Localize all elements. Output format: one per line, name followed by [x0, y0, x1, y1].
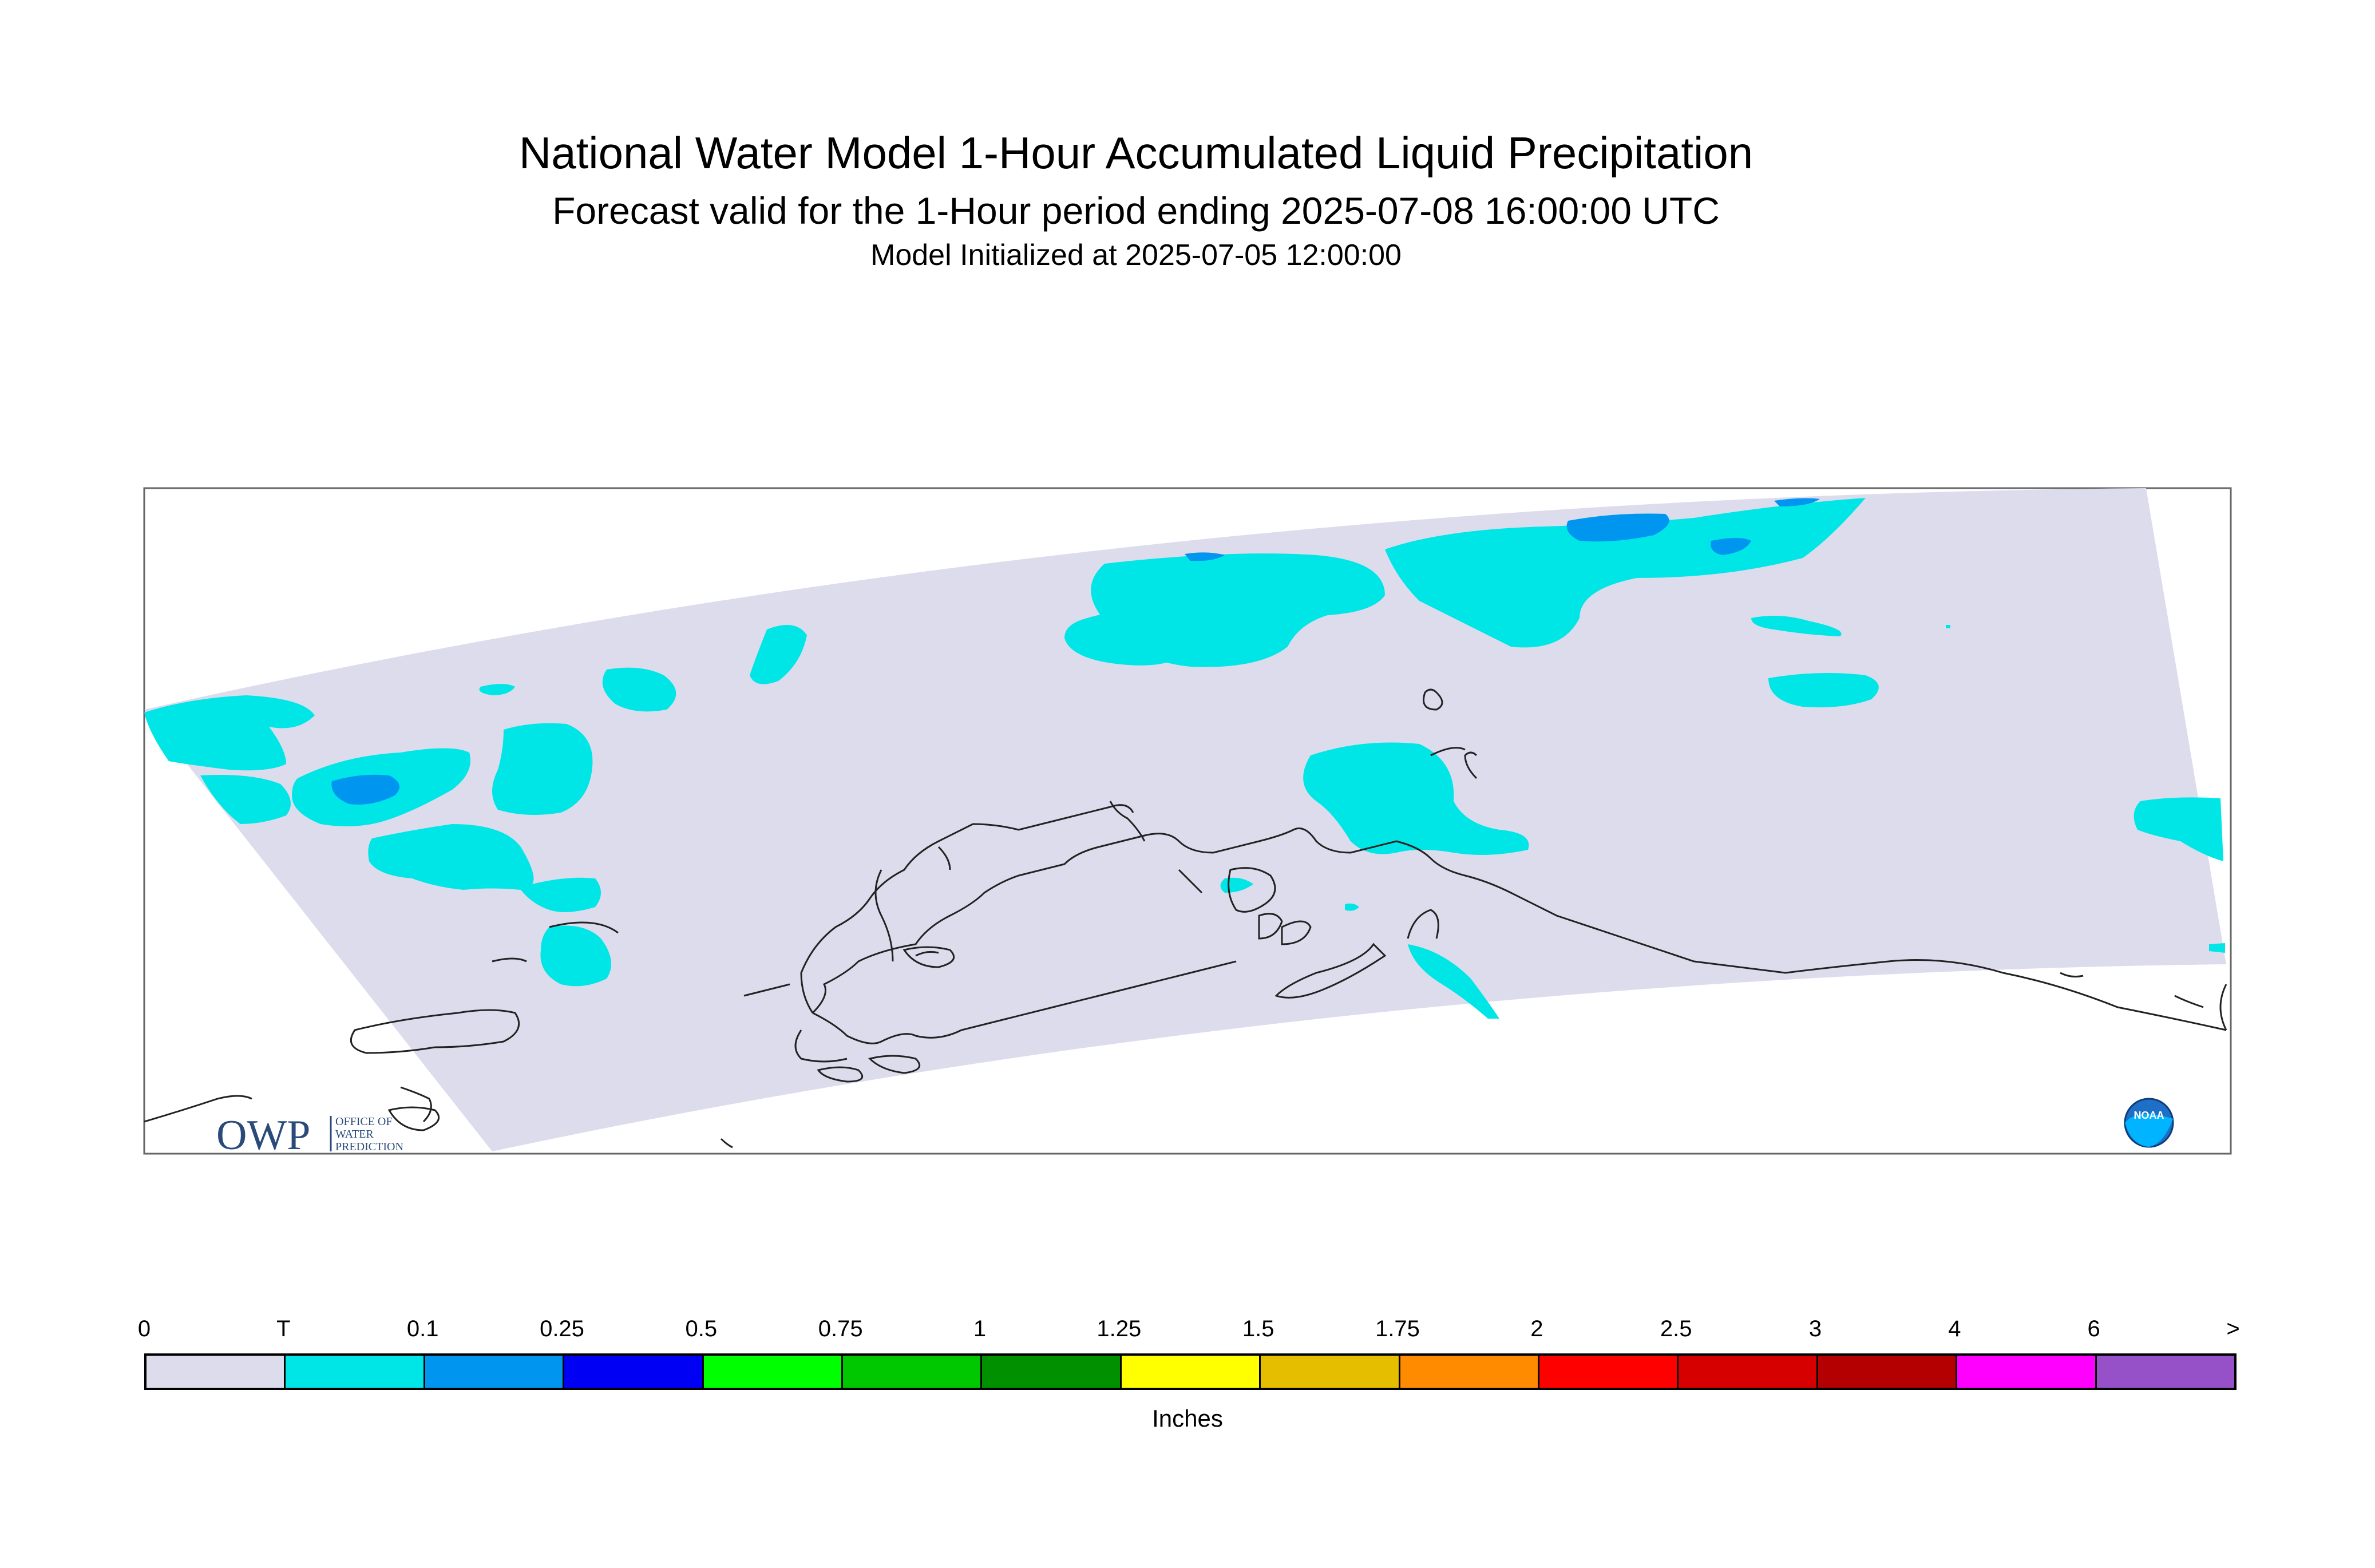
legend-swatch [564, 1356, 704, 1388]
legend-tick-label: 0.1 [406, 1316, 439, 1341]
legend-swatch [1539, 1356, 1679, 1388]
legend-swatch [1121, 1356, 1261, 1388]
legend-tick-label: > [2226, 1316, 2240, 1341]
legend-swatch [425, 1356, 565, 1388]
legend-color-bar [144, 1353, 2237, 1390]
legend-swatch [1957, 1356, 2097, 1388]
model-init-text: Model Initialized at 2025-07-05 12:00:00 [870, 239, 1402, 272]
legend-tick-label: 0.5 [685, 1316, 718, 1341]
legend-tick-label: 2.5 [1660, 1316, 1692, 1341]
legend-tick-label: 3 [1808, 1316, 1822, 1341]
legend-tick-label: 0.25 [540, 1316, 584, 1341]
legend-swatch [147, 1356, 286, 1388]
coastlines [144, 688, 2227, 1149]
legend-tick-label: 2 [1530, 1316, 1543, 1341]
map-title: National Water Model 1-Hour Accumulated … [518, 128, 1753, 178]
svg-text:OWP: OWP [216, 1112, 310, 1159]
svg-text:WATER: WATER [335, 1128, 374, 1141]
legend-tick-label: 6 [2087, 1316, 2100, 1341]
legend-swatch [1261, 1356, 1400, 1388]
legend-swatch [703, 1356, 844, 1388]
legend-swatch [1400, 1356, 1540, 1388]
legend-swatch [1818, 1356, 1958, 1388]
legend-tick-label: 1.75 [1375, 1316, 1420, 1341]
legend-tick-label: 0.75 [818, 1316, 863, 1341]
legend-swatch [982, 1356, 1122, 1388]
legend-tick-label: 1.25 [1097, 1316, 1142, 1341]
legend-swatch [286, 1356, 425, 1388]
svg-text:NOAA: NOAA [2134, 1110, 2164, 1121]
legend-tick-label: T [276, 1316, 291, 1341]
legend-tick-labels: 0 T 0.1 0.25 0.5 0.75 1 1.25 1.5 1.75 2 2.5 3 4 6 > [138, 1316, 2240, 1351]
legend-tick-label: 1 [973, 1316, 987, 1341]
svg-text:PREDICTION: PREDICTION [335, 1141, 403, 1153]
noaa-logo: NOAA [2124, 1098, 2174, 1148]
legend-swatch [1679, 1356, 1818, 1388]
svg-text:OFFICE OF: OFFICE OF [335, 1115, 392, 1128]
legend-units: Inches [1152, 1405, 1223, 1432]
map-subtitle: Forecast valid for the 1-Hour period end… [552, 189, 1720, 232]
legend-swatch [2096, 1356, 2235, 1388]
legend-tick-label: 4 [1948, 1316, 1961, 1341]
owp-logo: OWP OFFICE OF WATER PREDICTION [216, 1112, 403, 1159]
model-domain [144, 488, 2226, 1151]
light-precip-areas [331, 498, 1820, 805]
legend-swatch [843, 1356, 983, 1388]
legend-tick-label: 0 [137, 1316, 151, 1341]
legend-tick-label: 1.5 [1242, 1316, 1274, 1341]
